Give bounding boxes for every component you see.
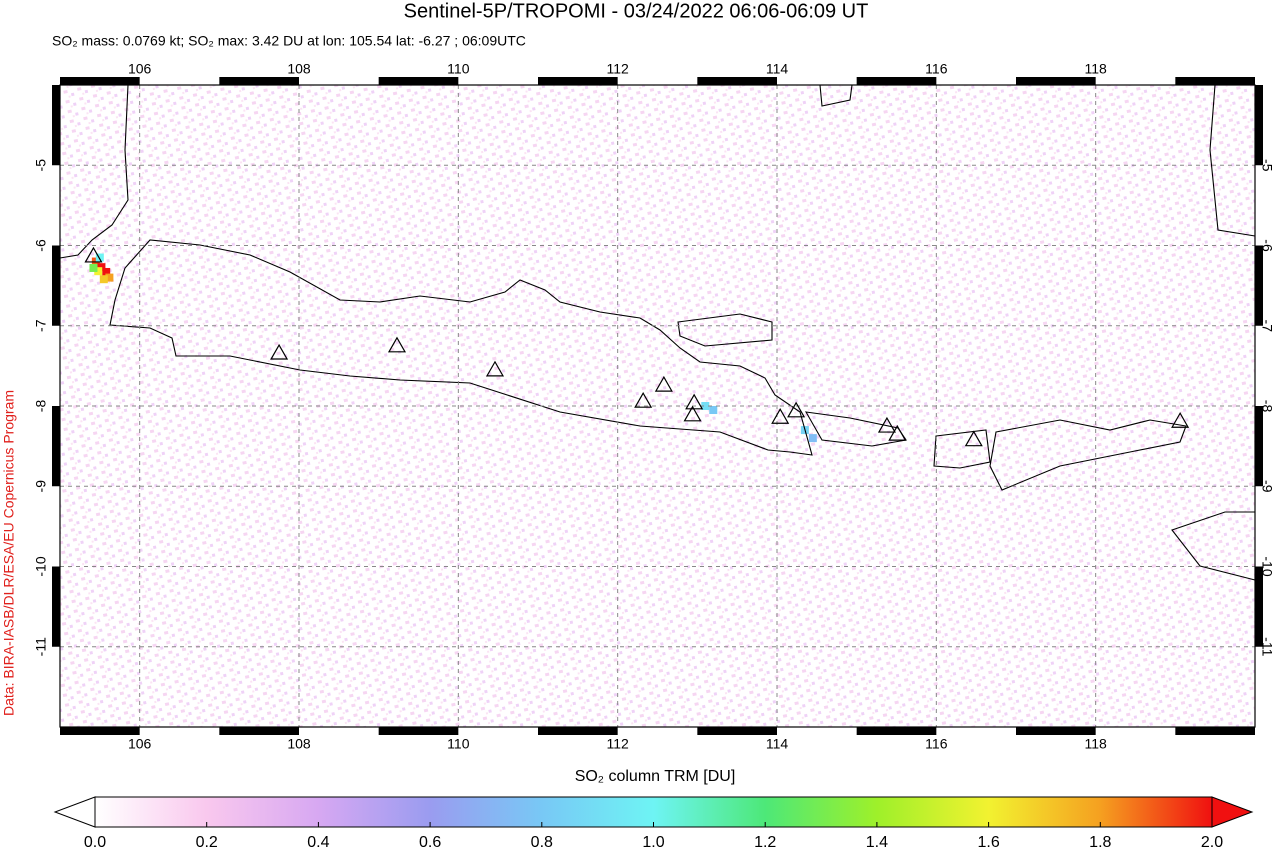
frame-bar — [52, 566, 60, 647]
frame-bar — [697, 77, 777, 85]
so2-pixel — [102, 267, 111, 276]
y-tick-label: -5 — [33, 159, 49, 172]
frame-bar — [856, 727, 937, 735]
x-tick-label: 118 — [1085, 61, 1108, 77]
colorbar-tick-label: 2.0 — [1201, 834, 1223, 851]
lombok-coast — [933, 429, 991, 469]
so2-pixel — [89, 263, 98, 272]
so2-pixel — [94, 267, 103, 276]
volcano — [771, 408, 790, 424]
frame-bar — [219, 77, 299, 85]
so2-pixel — [97, 263, 106, 272]
colorbar-tick-label: 0.0 — [84, 834, 106, 851]
x-tick-label: 108 — [287, 61, 311, 77]
y-tick-label: -8 — [33, 400, 49, 413]
colorbar-label: SO₂ column TRM [DU] — [575, 768, 736, 785]
volcano — [877, 416, 896, 433]
subtitle: SO₂ mass: 0.0769 kt; SO₂ max: 3.42 DU at… — [52, 33, 526, 49]
frame-bar — [1016, 727, 1096, 735]
frame-bar — [1175, 727, 1255, 735]
colorbar-extend-low — [53, 796, 96, 828]
madura-coast — [677, 313, 773, 347]
volcano — [387, 336, 407, 353]
so2-pixel — [701, 402, 710, 410]
x-tick-label: 110 — [447, 61, 470, 77]
frame-bar — [1255, 566, 1263, 647]
x-tick-label: 114 — [766, 61, 789, 77]
frame-bar — [1175, 77, 1255, 85]
frame-bar — [378, 727, 459, 735]
so2-pixel — [99, 275, 108, 284]
y-tick-label: -6 — [33, 239, 49, 252]
so2-pixel — [105, 273, 114, 282]
y-tick-label: -10 — [33, 556, 49, 576]
frame-bar — [60, 727, 140, 735]
colorbar-extend-high — [1211, 796, 1254, 828]
colorbar-tick-label: 0.6 — [419, 834, 441, 851]
frame-bar — [856, 77, 937, 85]
x-tick-label: 108 — [287, 736, 311, 752]
volcano — [485, 360, 505, 377]
y-tick-label: -9 — [33, 480, 49, 493]
colorbar-tick-label: 0.8 — [531, 834, 553, 851]
so2-pixel — [95, 253, 104, 262]
frame-bar — [52, 85, 60, 166]
colorbar-tick-label: 1.0 — [642, 834, 664, 851]
volcano — [964, 430, 983, 447]
colorbar-tick-label: 1.8 — [1089, 834, 1111, 851]
volcano — [1171, 412, 1190, 428]
frame-bar — [1016, 77, 1096, 85]
colorbar-tick-label: 0.2 — [196, 834, 218, 851]
y-tick-label: -7 — [33, 319, 49, 332]
volcano — [84, 246, 103, 263]
x-tick-label: 116 — [925, 61, 948, 77]
frame-bar — [52, 245, 60, 326]
java-coast — [109, 239, 813, 456]
volcano — [888, 424, 907, 441]
volcano — [270, 343, 289, 360]
volcano — [787, 401, 806, 418]
so2-pixel — [808, 434, 817, 443]
sumatra-coast — [59, 84, 129, 259]
frame-bar — [378, 77, 459, 85]
frame-bar — [60, 77, 140, 85]
frame-bar — [697, 727, 777, 735]
x-tick-label: 116 — [925, 736, 948, 752]
colorbar-tick-label: 1.2 — [754, 834, 776, 851]
volcano — [683, 405, 702, 422]
x-tick-label: 110 — [447, 736, 470, 752]
x-tick-label: 118 — [1085, 736, 1108, 752]
frame-bar — [1255, 245, 1263, 326]
x-tick-label: 114 — [766, 736, 789, 752]
x-tick-label: 106 — [128, 736, 152, 752]
colorbar-tick-label: 0.4 — [307, 834, 329, 851]
coastlines — [59, 84, 1256, 581]
sumbawa-coast — [989, 419, 1187, 491]
so2-pixel — [709, 406, 718, 415]
colorbar-tick-label: 1.4 — [866, 834, 888, 851]
colorbar-tick-label: 1.6 — [977, 834, 999, 851]
credit: Data: BIRA-IASB/DLR/ESA/EU Copernicus Pr… — [1, 390, 17, 716]
frame-bar — [52, 406, 60, 487]
volcano — [634, 391, 653, 408]
x-tick-label: 112 — [607, 61, 630, 77]
frame-bar — [1255, 85, 1263, 166]
y-tick-label: -11 — [33, 637, 49, 656]
sumba-coast — [1171, 511, 1256, 581]
frame-bar — [538, 77, 618, 85]
frame-bar — [538, 727, 618, 735]
sulawesi-coast — [1209, 84, 1256, 237]
bali-coast — [804, 411, 907, 447]
x-tick-label: 106 — [128, 61, 152, 77]
x-tick-label: 112 — [607, 736, 630, 752]
title: Sentinel-5P/TROPOMI - 03/24/2022 06:06-0… — [404, 0, 869, 22]
frame-bar — [219, 727, 299, 735]
colorbar: 0.0 0.2 0.4 0.6 0.8 1.0 1.2 1.4 1.6 1.8 2.0 SO₂ col… — [53, 768, 1254, 851]
volcano — [654, 375, 673, 392]
frame-bar — [1255, 406, 1263, 487]
